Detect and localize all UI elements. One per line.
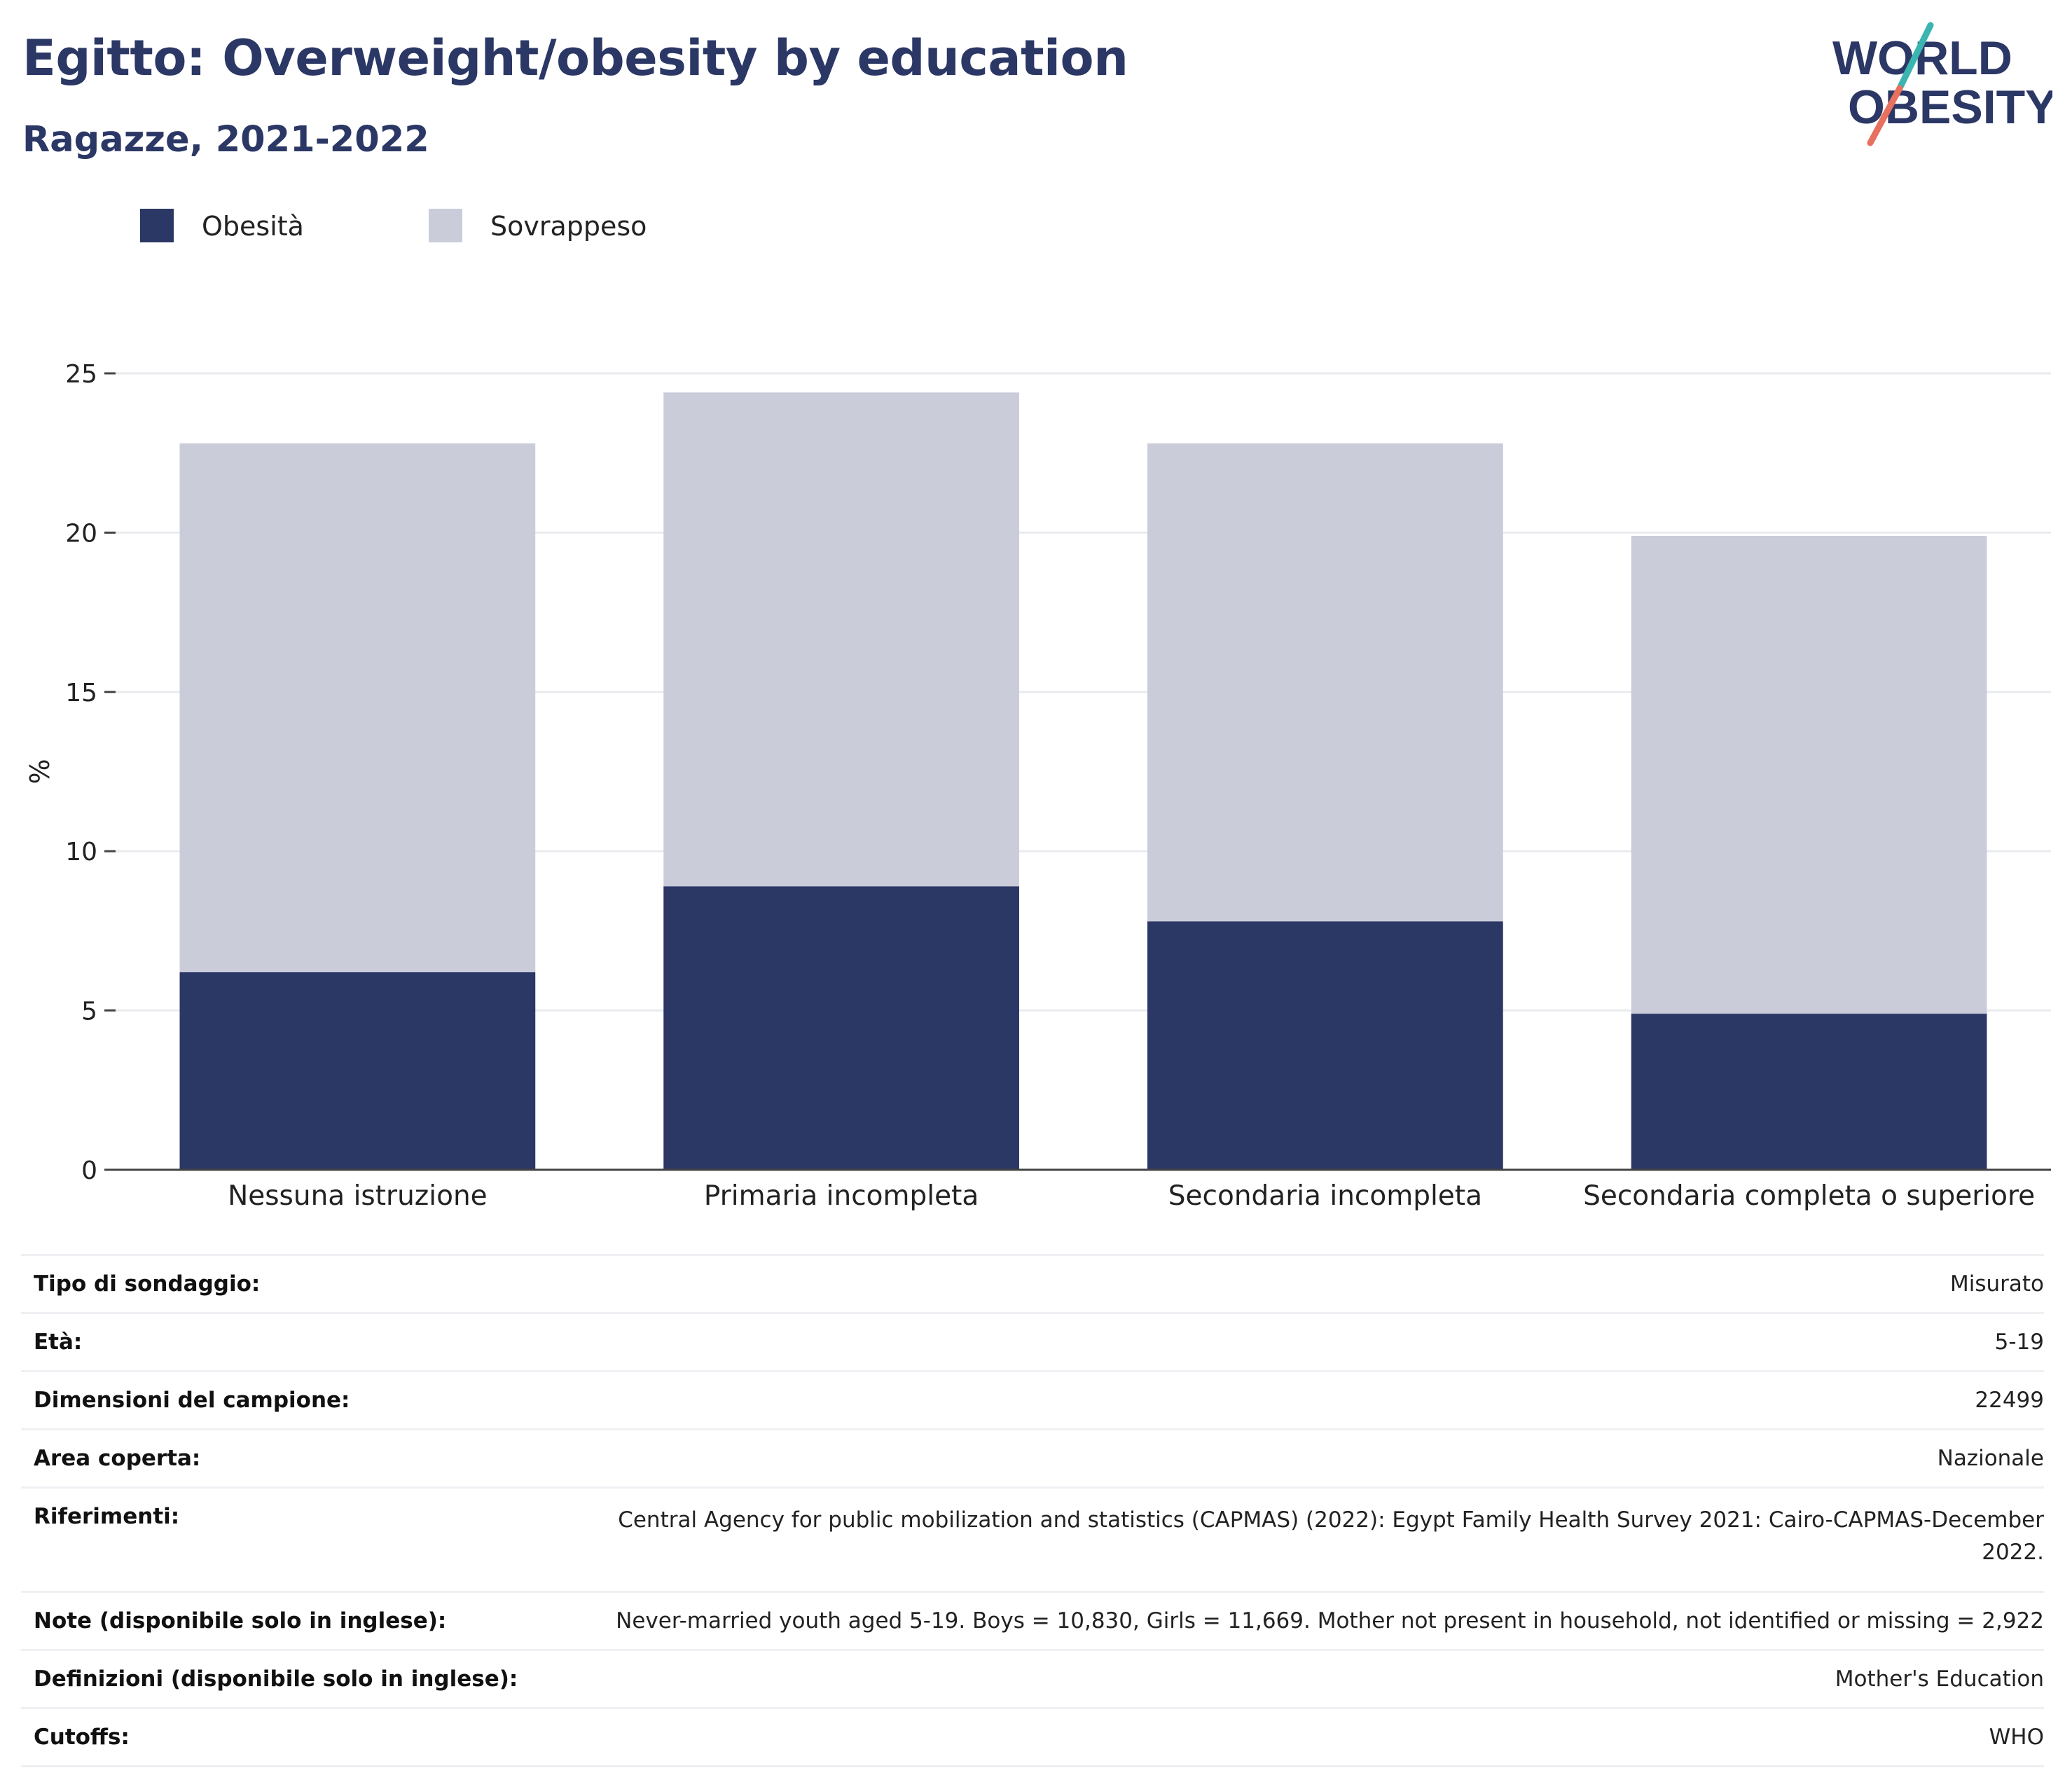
legend-swatch-obesita (140, 209, 174, 242)
bar-obesita-secondaria-completa-o-superiore (1631, 1014, 1987, 1170)
row-label-riferimenti: Riferimenti: (34, 1504, 180, 1529)
bar-sovrappeso-secondaria-completa-o-superiore (1631, 535, 1987, 1014)
y-tick-label-5: 5 (81, 997, 97, 1026)
table-row: Note (disponibile solo in inglese): Neve… (21, 1591, 2044, 1650)
bar-obesita-nessuna-istruzione (179, 972, 536, 1170)
row-label-eta: Età: (34, 1329, 83, 1355)
y-tick-label-0: 0 (81, 1156, 97, 1185)
row-label-definizioni: Definizioni (disponibile solo in inglese… (34, 1666, 518, 1692)
row-value-note: Never-married youth aged 5-19. Boys = 10… (616, 1608, 2044, 1634)
y-tick-label-20: 20 (65, 519, 97, 548)
row-value-cutoffs: WHO (1989, 1725, 2044, 1750)
y-axis-label: % (25, 759, 55, 784)
row-value-dimensioni: 22499 (1975, 1388, 2044, 1413)
table-row: Età: 5-19 (21, 1313, 2044, 1372)
row-value-definizioni: Mother's Education (1835, 1666, 2044, 1692)
table-row: Area coperta: Nazionale (21, 1429, 2044, 1488)
y-tick-label-25: 25 (65, 360, 97, 389)
bar-obesita-secondaria-incompleta (1147, 921, 1503, 1170)
stacked-bar-chart: 0 5 10 15 20 25% Nessuna istruzione Primaria in… (25, 360, 2051, 1212)
legend-label-obesita: Obesità (202, 211, 304, 242)
bar-obesita-primaria-incompleta (663, 886, 1019, 1170)
survey-info-table: Tipo di sondaggio: Misurato Età: 5-19 Di… (21, 1254, 2044, 1767)
row-value-eta: 5-19 (1994, 1329, 2044, 1355)
row-label-note: Note (disponibile solo in inglese): (34, 1608, 447, 1634)
legend-swatch-sovrappeso (429, 209, 462, 242)
logo-slash-top (1896, 22, 1934, 92)
x-tick-label-secondaria-completa-o-superiore: Secondaria completa o superiore (1583, 1180, 2035, 1212)
logo-slash-bottom (1867, 85, 1903, 146)
bar-sovrappeso-secondaria-incompleta (1147, 443, 1503, 922)
row-value-tipo-di-sondaggio: Misurato (1949, 1271, 2044, 1297)
bar-sovrappeso-primaria-incompleta (663, 392, 1019, 887)
bar-sovrappeso-nessuna-istruzione (179, 443, 536, 973)
y-tick-label-10: 10 (65, 838, 97, 866)
table-row: Tipo di sondaggio: Misurato (21, 1255, 2044, 1313)
x-tick-label-nessuna-istruzione: Nessuna istruzione (228, 1180, 488, 1212)
row-label-area-coperta: Area coperta: (34, 1446, 201, 1471)
row-label-cutoffs: Cutoffs: (34, 1725, 130, 1750)
row-label-tipo-di-sondaggio: Tipo di sondaggio: (34, 1271, 261, 1297)
row-value-riferimenti: Central Agency for public mobilization a… (618, 1507, 2044, 1565)
y-tick-label-15: 15 (65, 679, 97, 707)
row-label-dimensioni: Dimensioni del campione: (34, 1388, 350, 1413)
table-row: Cutoffs: WHO (21, 1708, 2044, 1767)
chart-subtitle: Ragazze, 2021-2022 (22, 119, 429, 160)
legend-label-sovrappeso: Sovrappeso (490, 211, 647, 242)
row-value-area-coperta: Nazionale (1937, 1446, 2044, 1471)
x-tick-label-primaria-incompleta: Primaria incompleta (704, 1180, 979, 1212)
table-row: Riferimenti: Central Agency for public m… (21, 1487, 2044, 1592)
table-row: Definizioni (disponibile solo in inglese… (21, 1650, 2044, 1708)
world-obesity-logo: WORLD OBESITY (1832, 22, 2052, 146)
chart-title: Egitto: Overweight/obesity by education (22, 29, 1128, 87)
table-row: Dimensioni del campione: 22499 (21, 1371, 2044, 1430)
x-tick-label-secondaria-incompleta: Secondaria incompleta (1168, 1180, 1482, 1212)
